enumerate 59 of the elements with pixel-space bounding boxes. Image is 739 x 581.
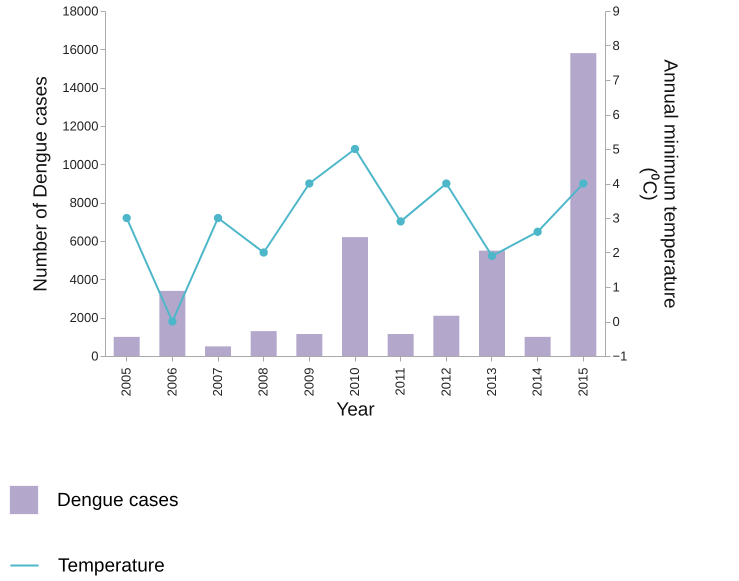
y2-tick-label: 4 — [612, 176, 620, 191]
y2-tick-label: 6 — [612, 107, 620, 122]
y-tick-label: 8000 — [70, 195, 98, 210]
y2-tick-label: 1 — [612, 280, 620, 294]
x-tick-label: 2011 — [392, 368, 408, 396]
y2-tick-label: 2 — [612, 245, 620, 260]
bar — [570, 53, 596, 356]
y2-axis-title: Annual minimum temperature (⁰C) — [638, 59, 680, 309]
point — [442, 179, 450, 188]
bar — [433, 316, 460, 356]
point — [350, 144, 360, 154]
bar — [159, 290, 186, 356]
point — [305, 179, 314, 188]
legend-label: Dengue cases — [57, 490, 178, 511]
y-tick-label: 4000 — [70, 272, 98, 287]
y2-tick-label: 0 — [612, 314, 620, 329]
y2-tick-label: 5 — [612, 142, 620, 156]
point — [396, 217, 405, 226]
point — [122, 214, 131, 222]
y-tick-label: 10000 — [62, 156, 98, 172]
point — [579, 179, 588, 188]
point — [214, 214, 222, 222]
y-tick-label: 12000 — [62, 118, 98, 134]
y-tick-label: 2000 — [70, 310, 98, 326]
x-tick-label: 2005 — [118, 368, 134, 396]
point — [260, 248, 268, 257]
bar — [205, 346, 232, 356]
y2-tick-label: −1 — [612, 348, 628, 364]
y-tick-label: 16000 — [62, 42, 98, 57]
bar — [342, 237, 368, 356]
point — [533, 228, 542, 236]
x-tick-label: 2006 — [164, 368, 180, 396]
y-tick-label: 18000 — [62, 4, 98, 18]
bar — [250, 331, 277, 356]
bar — [114, 336, 140, 356]
x-tick-label: 2015 — [575, 368, 590, 396]
x-tick-label: 2007 — [210, 368, 226, 396]
bar — [524, 336, 551, 356]
x-tick-label: 2008 — [256, 368, 271, 396]
y-tick-label: 0 — [91, 348, 98, 364]
bar — [296, 334, 322, 356]
y2-tick-label: 7 — [612, 72, 620, 88]
y-tick-label: 14000 — [62, 80, 98, 96]
bar — [478, 250, 505, 356]
y-axis-title: Number of Dengue cases — [30, 76, 52, 292]
x-tick-label: 2010 — [347, 368, 362, 396]
y-tick-label: 6000 — [70, 234, 98, 248]
x-tick-label: 2012 — [438, 368, 454, 396]
y2-tick-label: 8 — [612, 38, 620, 53]
x-tick-label: 2013 — [484, 368, 499, 396]
y2-tick-label: 9 — [612, 4, 620, 18]
x-tick-label: 2014 — [530, 368, 545, 396]
bar — [388, 334, 414, 356]
point — [168, 317, 177, 326]
point — [488, 252, 496, 260]
y2-tick-label: 3 — [612, 210, 620, 226]
x-axis-title: Year — [336, 399, 376, 420]
legend-label: Temperature — [58, 556, 165, 576]
x-tick-label: 2009 — [301, 368, 316, 396]
